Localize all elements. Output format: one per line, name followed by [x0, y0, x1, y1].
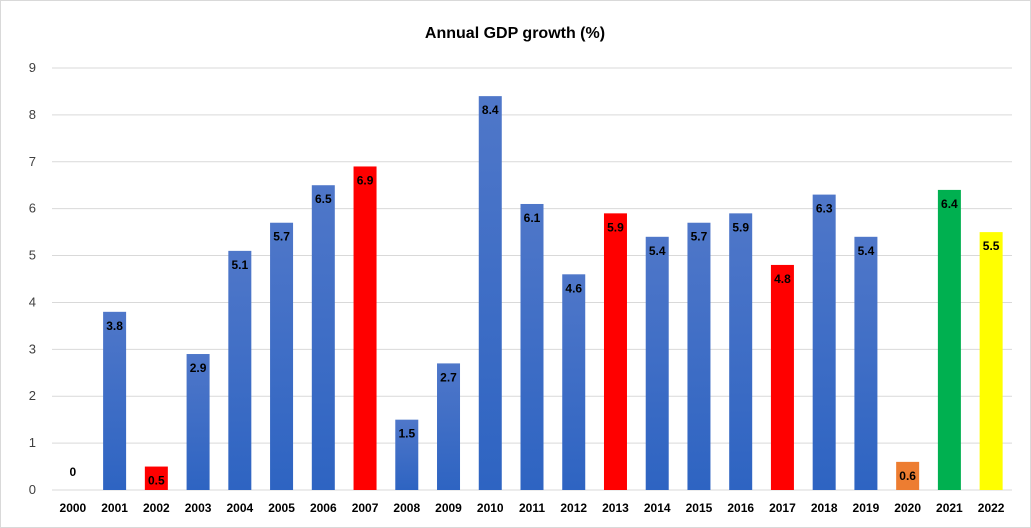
data-label-2010: 8.4 [482, 103, 499, 117]
bar-2011 [520, 203, 544, 490]
bar-2021 [937, 189, 961, 490]
x-tick-label-2016: 2016 [727, 501, 754, 515]
x-tick-label-2014: 2014 [644, 501, 671, 515]
data-label-2017: 4.8 [774, 272, 791, 286]
y-tick-label: 6 [29, 201, 36, 216]
data-label-2014: 5.4 [649, 244, 666, 258]
data-label-2009: 2.7 [440, 370, 457, 384]
x-tick-label-2017: 2017 [769, 501, 796, 515]
x-tick-label-2018: 2018 [811, 501, 838, 515]
data-label-2019: 5.4 [858, 244, 875, 258]
data-label-2015: 5.7 [691, 230, 708, 244]
bar-2004 [228, 250, 252, 490]
bar-2001 [103, 311, 127, 490]
y-tick-label: 9 [29, 60, 36, 75]
data-label-2003: 2.9 [190, 361, 207, 375]
x-tick-label-2002: 2002 [143, 501, 170, 515]
x-tick-label-2000: 2000 [60, 501, 87, 515]
bar-2022 [979, 232, 1003, 490]
x-tick-label-2019: 2019 [853, 501, 880, 515]
data-label-2020: 0.6 [899, 469, 916, 483]
bar-2005 [270, 222, 294, 490]
data-label-2005: 5.7 [273, 230, 290, 244]
data-label-2002: 0.5 [148, 474, 165, 488]
x-tick-label-2009: 2009 [435, 501, 462, 515]
bar-2018 [812, 194, 836, 490]
x-tick-label-2001: 2001 [101, 501, 128, 515]
bar-2016 [729, 213, 753, 490]
data-labels: 0 3.8 0.5 2.9 5.1 5.7 6.5 6.9 1.5 2.7 8.4 6.1 4.6 5.9… [70, 103, 1000, 487]
y-tick-label: 8 [29, 107, 36, 122]
data-label-2018: 6.3 [816, 202, 833, 216]
x-tick-label-2013: 2013 [602, 501, 629, 515]
bar-2013 [603, 213, 627, 490]
bar-2017 [770, 264, 794, 490]
y-axis-ticks: 0 1 2 3 4 5 6 7 8 9 [29, 60, 36, 497]
bar-2006 [311, 185, 335, 490]
bar-2012 [562, 274, 586, 490]
bar-2008 [395, 419, 419, 490]
y-tick-label: 5 [29, 248, 36, 263]
data-label-2006: 6.5 [315, 192, 332, 206]
data-label-2000: 0 [70, 465, 77, 479]
bar-2020 [896, 461, 920, 490]
x-tick-label-2012: 2012 [560, 501, 587, 515]
y-tick-label: 3 [29, 341, 36, 356]
x-tick-label-2008: 2008 [393, 501, 420, 515]
data-label-2007: 6.9 [357, 173, 374, 187]
x-tick-label-2006: 2006 [310, 501, 337, 515]
data-label-2011: 6.1 [524, 211, 541, 225]
x-tick-label-2004: 2004 [226, 501, 253, 515]
bars [103, 96, 1003, 490]
y-tick-label: 4 [29, 294, 36, 309]
x-axis-ticks: 2000 2001 2002 2003 2004 2005 2006 2007 2008 2009… [60, 501, 1005, 515]
bar-2003 [186, 354, 210, 490]
data-label-2021: 6.4 [941, 197, 958, 211]
chart-title: Annual GDP growth (%) [425, 25, 605, 42]
y-tick-label: 1 [29, 435, 36, 450]
bar-2010 [478, 96, 502, 490]
bar-2007 [353, 166, 377, 490]
bar-2009 [437, 363, 461, 490]
x-tick-label-2010: 2010 [477, 501, 504, 515]
bar-2002 [144, 466, 168, 490]
y-tick-label: 0 [29, 482, 36, 497]
x-tick-label-2022: 2022 [978, 501, 1005, 515]
x-tick-label-2021: 2021 [936, 501, 963, 515]
bar-2014 [645, 236, 669, 490]
x-tick-label-2003: 2003 [185, 501, 212, 515]
y-tick-label: 2 [29, 388, 36, 403]
bar-2019 [854, 236, 878, 490]
grid-layer [52, 67, 1012, 491]
x-tick-label-2007: 2007 [352, 501, 379, 515]
data-label-2016: 5.9 [732, 220, 749, 234]
data-label-2008: 1.5 [398, 427, 415, 441]
x-tick-label-2020: 2020 [894, 501, 921, 515]
data-label-2012: 4.6 [565, 281, 582, 295]
x-tick-label-2011: 2011 [519, 501, 545, 515]
data-label-2001: 3.8 [106, 319, 123, 333]
bar-2015 [687, 222, 711, 490]
x-tick-label-2015: 2015 [686, 501, 713, 515]
data-label-2013: 5.9 [607, 220, 624, 234]
x-tick-label-2005: 2005 [268, 501, 295, 515]
data-label-2022: 5.5 [983, 239, 1000, 253]
y-tick-label: 7 [29, 154, 36, 169]
data-label-2004: 5.1 [231, 258, 248, 272]
